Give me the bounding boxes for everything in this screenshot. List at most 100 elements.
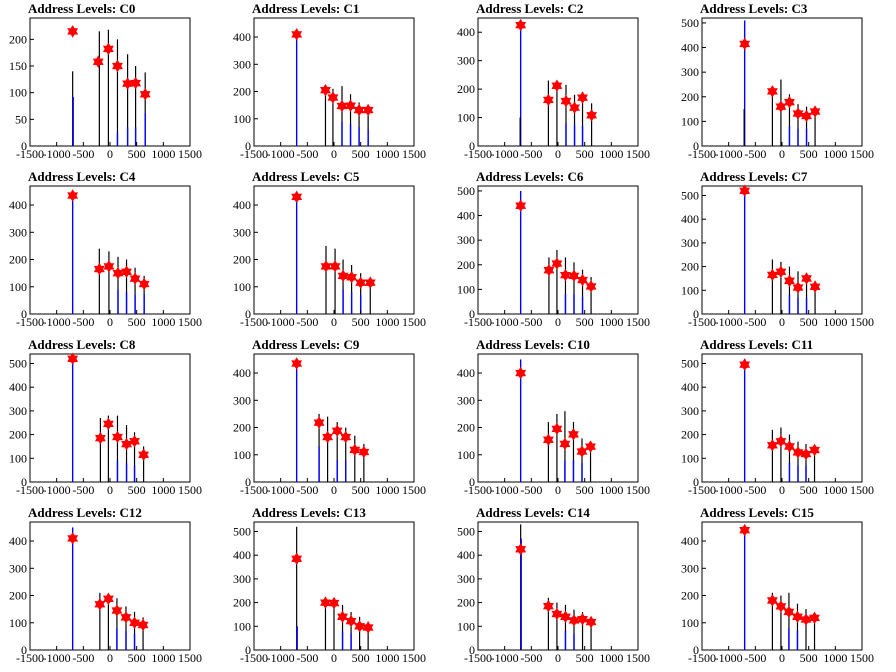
star-icon	[585, 280, 597, 293]
chart-title: Address Levels: C2	[476, 1, 583, 16]
star-icon	[515, 18, 527, 32]
y-tick-label: 200	[9, 428, 27, 442]
star-icon	[139, 88, 151, 101]
plot-frame	[253, 353, 415, 483]
star-icon	[320, 83, 331, 97]
x-tick-label: 1500	[402, 315, 426, 329]
star-icon	[93, 262, 105, 276]
y-tick-label: 400	[9, 380, 27, 394]
x-tick-label: 500	[352, 483, 370, 497]
star-icon	[120, 611, 132, 624]
y-tick-label: 100	[681, 451, 699, 465]
star-icon	[329, 260, 341, 273]
x-tick-label: 500	[128, 315, 146, 329]
star-icon	[766, 594, 778, 607]
y-tick-label: 400	[457, 25, 475, 39]
star-icon	[94, 431, 106, 445]
y-tick-label: 0	[21, 139, 27, 153]
x-tick-label: 500	[800, 147, 818, 161]
star-icon	[129, 616, 140, 630]
y-tick-label: 200	[457, 421, 475, 435]
y-tick-label: 200	[681, 589, 699, 603]
star-icon	[783, 605, 795, 619]
chart-title: Address Levels: C11	[700, 337, 813, 352]
chart-title: Address Levels: C5	[252, 169, 360, 184]
x-tick-label: 1500	[626, 483, 650, 497]
y-tick-label: 0	[693, 475, 699, 489]
histogram-panel: Address Levels: C14 0 100 200 300 400 500 -1500…	[448, 504, 672, 672]
star-icon	[568, 428, 579, 441]
x-tick-label: 500	[576, 315, 594, 329]
star-icon	[340, 430, 352, 444]
chart-title: Address Levels: C15	[700, 505, 814, 520]
star-icon	[313, 416, 325, 429]
star-icon	[138, 448, 150, 461]
x-tick-label: 0	[331, 147, 337, 161]
x-tick-label: -1500	[16, 315, 44, 329]
x-tick-label: 1500	[626, 651, 650, 665]
y-tick-label: 0	[469, 475, 475, 489]
star-icon	[102, 592, 114, 606]
y-tick-label: 200	[9, 32, 27, 46]
x-tick-label: 1000	[823, 651, 847, 665]
x-tick-label: 1500	[850, 147, 874, 161]
star-icon	[542, 93, 554, 107]
star-icon	[551, 79, 563, 92]
x-tick-label: -1500	[16, 483, 44, 497]
star-icon	[112, 430, 123, 444]
star-icon	[569, 101, 580, 114]
star-icon	[775, 600, 787, 613]
x-tick-label: 500	[576, 483, 594, 497]
y-tick-label: 500	[457, 524, 475, 538]
star-icon	[585, 440, 596, 453]
x-tick-label: 1500	[402, 147, 426, 161]
y-tick-label: 0	[245, 643, 251, 657]
histogram-svg: Address Levels: C11 0 100 200 300 400 500 -1500…	[681, 337, 874, 497]
histogram-svg: Address Levels: C1 0 100 200 300 400 -1500-100…	[233, 1, 426, 161]
y-tick-label: 500	[233, 524, 251, 538]
x-tick-label: -500	[744, 483, 766, 497]
star-icon	[130, 76, 142, 90]
x-tick-label: -1000	[715, 147, 743, 161]
y-tick-label: 0	[21, 643, 27, 657]
x-tick-label: 0	[555, 483, 561, 497]
x-tick-label: -1000	[43, 483, 71, 497]
star-icon	[775, 265, 787, 279]
x-tick-label: -1500	[688, 315, 716, 329]
y-tick-label: 200	[233, 596, 251, 610]
star-icon	[358, 445, 370, 459]
x-tick-label: 500	[128, 483, 146, 497]
histogram-svg: Address Levels: C30100200300400500-1500-…	[681, 1, 874, 161]
y-tick-label: 100	[9, 451, 27, 465]
y-tick-label: 100	[9, 616, 27, 630]
x-tick-label: 500	[352, 315, 370, 329]
star-icon	[551, 607, 563, 621]
histogram-svg: Address Levels: C15 0 100 200 300 400 -1500-10…	[681, 505, 874, 665]
x-tick-label: -1000	[43, 147, 71, 161]
x-tick-label: -1500	[16, 147, 44, 161]
star-icon	[515, 199, 527, 212]
x-tick-label: 0	[107, 315, 113, 329]
x-tick-label: -500	[520, 315, 542, 329]
x-tick-label: -1000	[43, 651, 71, 665]
plot-frame	[29, 17, 191, 147]
star-icon	[792, 610, 803, 624]
histogram-panel: Address Levels: C0 0 50 100 150 200 -1500 -1000…	[0, 0, 224, 168]
y-tick-label: 400	[457, 209, 475, 223]
x-tick-label: 500	[352, 147, 370, 161]
histogram-panel: Address Levels: C13 0 100 200 300 400 500 -1500…	[224, 504, 448, 672]
x-tick-label: 500	[800, 315, 818, 329]
star-icon	[320, 596, 331, 609]
x-tick-label: -1500	[688, 147, 716, 161]
x-tick-label: -1500	[240, 651, 268, 665]
y-tick-label: 200	[233, 85, 251, 99]
x-tick-label: 1500	[626, 315, 650, 329]
star-icon	[138, 277, 150, 291]
x-tick-label: -500	[72, 147, 94, 161]
star-icon	[560, 268, 571, 282]
star-icon	[291, 552, 303, 565]
x-tick-label: 0	[779, 651, 785, 665]
histogram-svg: Address Levels: C80100200300400500-1500-…	[9, 337, 202, 497]
x-tick-label: 0	[331, 651, 337, 665]
y-tick-label: 0	[693, 307, 699, 321]
